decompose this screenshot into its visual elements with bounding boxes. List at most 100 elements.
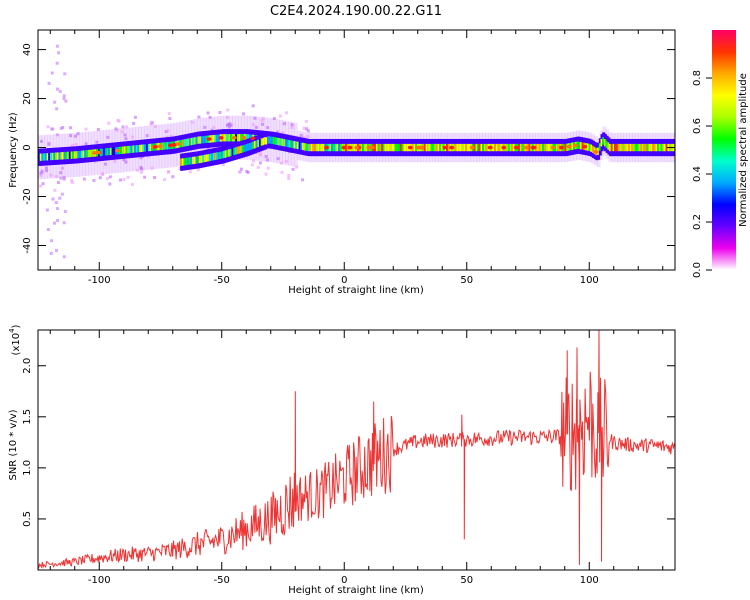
spectral-cell xyxy=(290,125,294,129)
spectral-cell xyxy=(49,251,53,255)
spectral-cell xyxy=(250,163,254,167)
spectral-cell xyxy=(218,110,222,114)
spectral-cell xyxy=(120,130,124,134)
spectral-cell xyxy=(288,140,292,148)
spectral-cell xyxy=(70,180,74,184)
spectral-cell xyxy=(458,143,462,152)
spectral-cell xyxy=(300,178,304,182)
spectral-cell xyxy=(258,153,262,157)
spectral-cell xyxy=(329,143,333,152)
spectral-cell xyxy=(351,143,355,152)
spectral-cell xyxy=(588,143,592,152)
spectral-cell xyxy=(281,138,285,147)
spectral-cell xyxy=(169,134,173,138)
spectral-cell xyxy=(107,121,111,125)
spectral-cell xyxy=(430,143,434,152)
spectral-cell xyxy=(629,143,633,152)
spectral-cell xyxy=(271,136,275,144)
spectral-cell xyxy=(234,147,238,155)
spectral-cell xyxy=(600,138,604,147)
spectral-cell xyxy=(113,147,117,155)
spectral-cell xyxy=(465,143,469,152)
spectral-cell xyxy=(293,141,297,149)
x-tick-label: -50 xyxy=(214,575,230,586)
spectral-cell xyxy=(537,143,541,152)
spectral-cell xyxy=(621,143,625,152)
spectral-cell xyxy=(225,115,229,119)
spectral-cell xyxy=(164,142,168,150)
spectral-cell xyxy=(62,175,66,179)
spectral-cell xyxy=(483,143,487,152)
spectral-cell xyxy=(224,150,228,158)
spectral-cell xyxy=(315,143,319,152)
spectral-cell xyxy=(627,143,631,152)
spectral-cell xyxy=(290,140,294,148)
spectral-peak xyxy=(206,137,212,141)
figure-title: C2E4.2024.190.00.22.G11 xyxy=(270,4,442,19)
spectral-cell xyxy=(206,146,210,150)
spectral-cell xyxy=(150,166,154,170)
spectral-cell xyxy=(276,130,280,134)
colorbar-tick-label: 0.0 xyxy=(692,262,703,278)
spectral-cell xyxy=(149,143,153,152)
y-tick-label: 2.0 xyxy=(22,358,33,374)
spectral-cell xyxy=(280,170,284,174)
spectral-cell xyxy=(624,143,628,152)
spectral-cell xyxy=(304,119,308,123)
spectral-cell xyxy=(217,152,221,160)
spectral-peak xyxy=(593,150,599,154)
spectral-cell xyxy=(228,134,232,142)
spectral-cell xyxy=(278,138,282,146)
snr-ticks: -100 -50 0 50 100 0.5 1.0 1.5 2.0 xyxy=(22,330,675,586)
spectral-cell xyxy=(262,137,266,146)
spectral-peak xyxy=(442,145,448,150)
spectral-cell xyxy=(499,143,503,152)
spectral-cell xyxy=(204,154,208,163)
spectral-cell xyxy=(382,143,386,152)
spectral-cell xyxy=(185,138,189,147)
spectral-cell xyxy=(305,143,309,151)
spectral-cell xyxy=(185,157,189,166)
colorbar-tick-label: 0.6 xyxy=(692,118,703,134)
spectral-peak xyxy=(175,142,181,146)
spectral-cell xyxy=(245,144,249,152)
spectral-cell xyxy=(167,170,171,174)
spectral-cell xyxy=(394,143,398,152)
spectral-cell xyxy=(305,126,309,130)
spectrogram-frame xyxy=(37,29,676,271)
spectral-cell xyxy=(74,142,78,146)
spectral-cell xyxy=(105,176,109,180)
spectral-cell xyxy=(282,122,286,126)
spectral-cell xyxy=(163,142,167,150)
colorbar-label: Normalized spectral amplitude xyxy=(738,73,749,227)
spectral-cell xyxy=(264,155,268,159)
spectral-cell xyxy=(186,157,190,165)
spectrogram-ylabel: Frequency (Hz) xyxy=(8,112,19,188)
spectral-cell xyxy=(64,99,68,103)
spectral-peak xyxy=(530,145,536,150)
spectral-cell xyxy=(298,142,302,150)
spectral-peak xyxy=(347,145,353,150)
spectral-cell xyxy=(180,139,184,148)
spectral-cell xyxy=(137,144,141,153)
spectral-cell xyxy=(633,143,637,152)
x-tick-label: -100 xyxy=(88,575,111,586)
spectral-cell xyxy=(617,143,621,152)
colorbar-tick-label: 0.4 xyxy=(692,166,703,182)
y-tick-label: 0.5 xyxy=(22,511,33,527)
spectral-cell xyxy=(511,143,515,152)
spectral-cell xyxy=(261,122,265,126)
spectral-cell xyxy=(480,143,484,152)
spectral-cell xyxy=(327,143,331,152)
spectral-cell xyxy=(118,178,122,182)
spectral-cell xyxy=(108,175,112,179)
spectral-cell xyxy=(182,139,186,147)
spectral-cell xyxy=(210,128,214,132)
spectral-cell xyxy=(319,143,323,152)
spectral-cell xyxy=(602,137,606,145)
spectral-cell xyxy=(247,134,251,142)
spectral-peak xyxy=(572,143,578,148)
spectral-cell xyxy=(266,166,270,170)
spectral-peak xyxy=(407,145,413,150)
spectral-cell xyxy=(258,139,262,147)
